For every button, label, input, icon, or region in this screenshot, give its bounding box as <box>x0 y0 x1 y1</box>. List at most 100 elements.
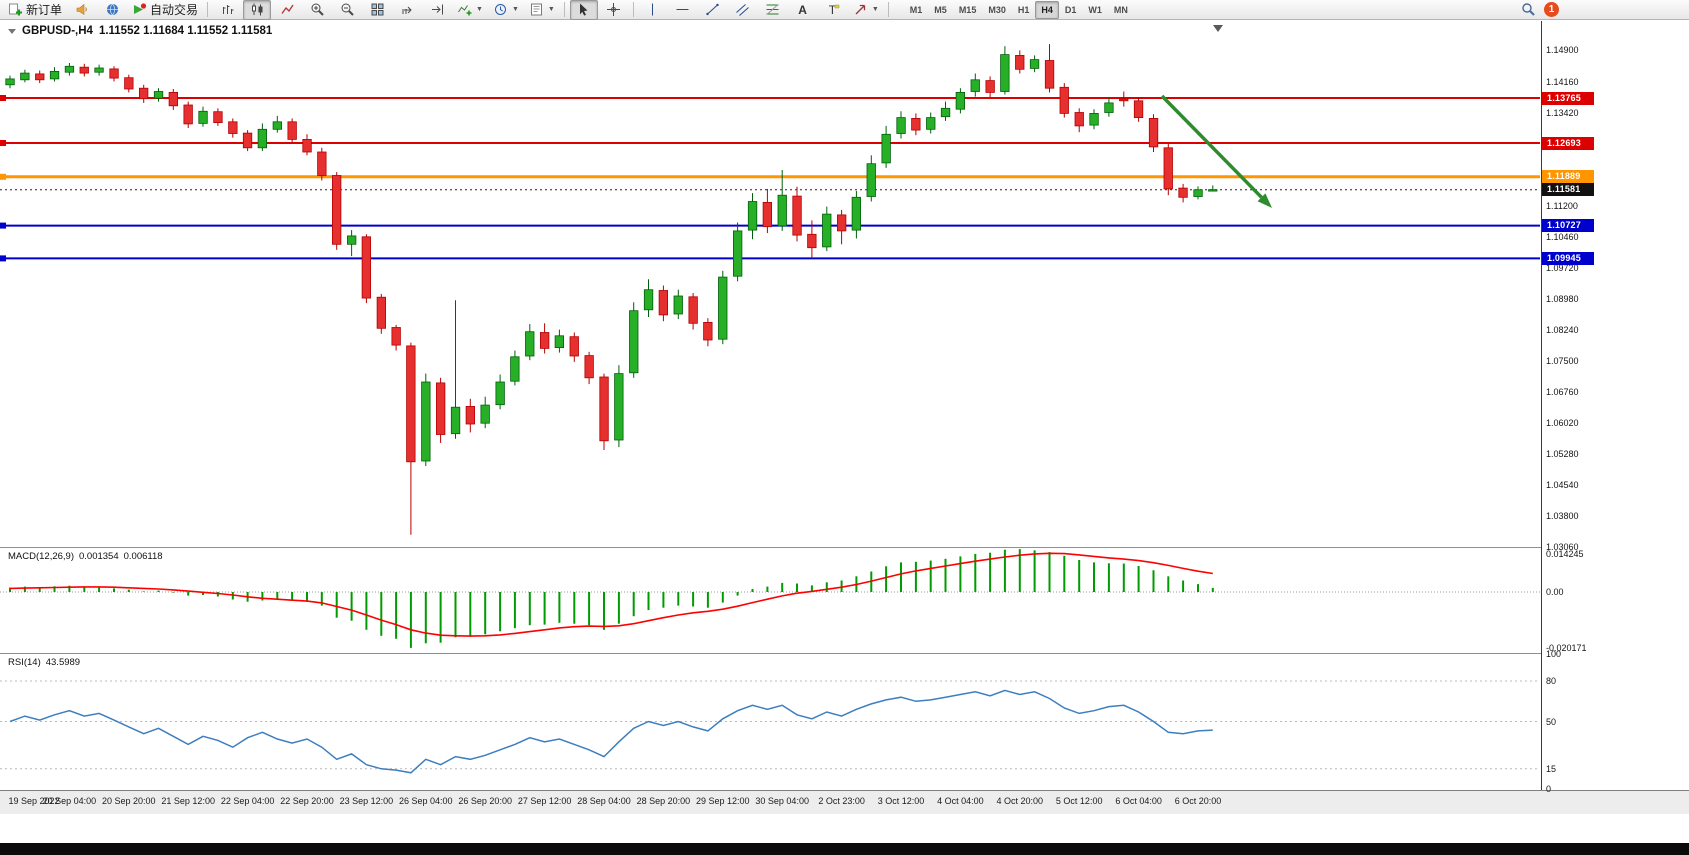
text-icon: A <box>799 3 808 17</box>
time-axis-label: 5 Oct 12:00 <box>1055 796 1103 806</box>
zoom-out-button[interactable] <box>333 0 361 20</box>
zoom-out-icon <box>341 3 354 16</box>
time-axis-label: 26 Sep 04:00 <box>399 796 453 806</box>
rsi-axis-label: 100 <box>1546 649 1562 659</box>
rsi-axis-label: 15 <box>1546 763 1557 774</box>
price-level-badge: 1.12693 <box>1542 136 1594 150</box>
svg-text:T: T <box>829 3 837 17</box>
panel-separator[interactable] <box>0 547 1689 548</box>
rsi-indicator-label: RSI(14) 43.5989 <box>8 657 80 668</box>
panel-separator[interactable] <box>0 653 1689 654</box>
one-click-trading-toggle-icon[interactable] <box>8 28 16 34</box>
time-axis[interactable]: 19 Sep 2022 20 Sep 04:00 20 Sep 20:00 21 Se… <box>0 790 1689 814</box>
timeframe-button-mn[interactable]: MN <box>1113 4 1128 15</box>
chart-header: GBPUSD-,H4 1.11552 1.11684 1.11552 1.115… <box>8 25 272 37</box>
new-order-button[interactable]: 新订单 <box>4 0 66 20</box>
vertical-line-tool-button[interactable] <box>639 0 667 20</box>
horizontal-level-lines[interactable] <box>0 95 1540 262</box>
macd-panel-canvas[interactable] <box>0 548 1541 654</box>
price-axis-tick: 1.05280 <box>1546 449 1579 460</box>
search-button[interactable] <box>1514 0 1542 20</box>
macd-signal-line <box>9 552 1213 637</box>
trendline-icon <box>706 3 720 16</box>
notification-count: 1 <box>1548 4 1555 15</box>
clock-icon <box>494 4 506 15</box>
price-chart-canvas[interactable] <box>0 21 1541 548</box>
ohlc-quote-label: 1.11552 1.11684 1.11552 1.11581 <box>98 25 273 37</box>
crosshair-button[interactable] <box>600 0 628 20</box>
dropdown-caret-icon: ▼ <box>511 6 519 13</box>
price-axis[interactable]: 1.149001.141601.134201.126801.119401.112… <box>1541 21 1689 794</box>
indicators-button[interactable]: ▼ <box>453 0 487 20</box>
price-axis-tick: 1.13420 <box>1546 107 1579 118</box>
search-icon <box>1521 3 1535 16</box>
macd-signal-value: 0.006118 <box>123 551 163 562</box>
timeframe-button-h4[interactable]: H4 <box>1035 0 1059 19</box>
arrows-tool-button[interactable]: ▼ <box>849 0 883 20</box>
autotrading-icon <box>134 3 147 14</box>
trendline-tool-button[interactable] <box>699 0 727 20</box>
timeframe-button-m15[interactable]: M15 <box>958 4 977 15</box>
price-level-badge: 1.11889 <box>1542 170 1594 184</box>
horizontal-line-tool-button[interactable] <box>669 0 697 20</box>
cursor-icon <box>580 3 588 16</box>
toolbar: 新订单 自动交易 <box>0 0 1689 20</box>
timeframe-button-h1[interactable]: H1 <box>1017 4 1030 15</box>
symbol-period-label: GBPUSD-,H4 <box>22 25 93 37</box>
cursor-button[interactable] <box>569 0 598 20</box>
rsi-value: 43.5989 <box>45 657 81 668</box>
timeframe-button-d1[interactable]: D1 <box>1064 4 1077 15</box>
bar-chart-button[interactable] <box>213 0 241 20</box>
notification-badge[interactable]: 1 <box>1544 2 1559 17</box>
arrow-tool-icon <box>855 4 865 15</box>
rsi-line <box>9 689 1213 774</box>
time-axis-label: 3 Oct 12:00 <box>877 796 925 806</box>
megaphone-icon <box>76 3 87 16</box>
time-axis-label: 4 Oct 20:00 <box>996 796 1044 806</box>
rsi-axis-label: 50 <box>1546 716 1557 727</box>
dropdown-caret-icon: ▼ <box>871 6 879 13</box>
chart-shift-marker[interactable] <box>1213 25 1223 32</box>
globe-icon <box>106 3 118 16</box>
fibonacci-tool-button[interactable] <box>759 0 787 20</box>
templates-button[interactable]: ▼ <box>525 0 559 20</box>
rsi-panel-canvas[interactable] <box>0 654 1541 790</box>
timeframe-button-w1[interactable]: W1 <box>1088 4 1102 15</box>
time-axis-label: 28 Sep 20:00 <box>636 796 691 806</box>
label-tool-button[interactable]: T <box>819 0 847 20</box>
price-level-badge: 1.13765 <box>1542 91 1594 105</box>
announcements-button[interactable] <box>68 0 96 20</box>
channel-tool-button[interactable] <box>729 0 757 20</box>
periods-button[interactable]: ▼ <box>489 0 523 20</box>
chart-shift-icon <box>431 4 443 15</box>
price-axis-tick: 1.10460 <box>1546 231 1579 242</box>
rsi-axis-label: 80 <box>1546 676 1557 686</box>
tile-windows-button[interactable] <box>363 0 391 20</box>
price-axis-tick: 1.14900 <box>1546 45 1579 56</box>
candlesticks[interactable] <box>5 44 1218 535</box>
trend-arrow-annotation[interactable] <box>1160 94 1272 208</box>
timeframe-button-m30[interactable]: M30 <box>988 4 1006 15</box>
text-label-icon: T <box>829 3 840 17</box>
zoom-in-button[interactable] <box>303 0 331 20</box>
line-chart-button[interactable] <box>273 0 301 20</box>
auto-scroll-button[interactable] <box>393 0 421 20</box>
toolbar-divider <box>207 2 209 17</box>
time-axis-label: 29 Sep 12:00 <box>696 796 750 806</box>
dropdown-caret-icon: ▼ <box>476 6 483 13</box>
time-axis-label: 6 Oct 20:00 <box>1174 796 1222 806</box>
line-chart-icon <box>281 4 294 14</box>
svg-text:A: A <box>799 3 808 17</box>
timeframe-button-m5[interactable]: M5 <box>934 4 947 15</box>
chart-shift-button[interactable] <box>423 0 451 20</box>
price-axis-tick: 1.03060 <box>1546 542 1579 553</box>
current-price-badge: 1.11581 <box>1542 183 1594 197</box>
auto-scroll-icon <box>401 6 412 14</box>
community-button[interactable] <box>98 0 126 20</box>
text-tool-button[interactable]: A <box>789 0 817 20</box>
indicators-icon <box>458 5 472 16</box>
autotrading-button[interactable]: 自动交易 <box>128 0 202 20</box>
timeframe-button-m1[interactable]: M1 <box>909 4 923 15</box>
autotrading-label: 自动交易 <box>150 3 199 17</box>
candlestick-chart-button[interactable] <box>243 0 272 20</box>
